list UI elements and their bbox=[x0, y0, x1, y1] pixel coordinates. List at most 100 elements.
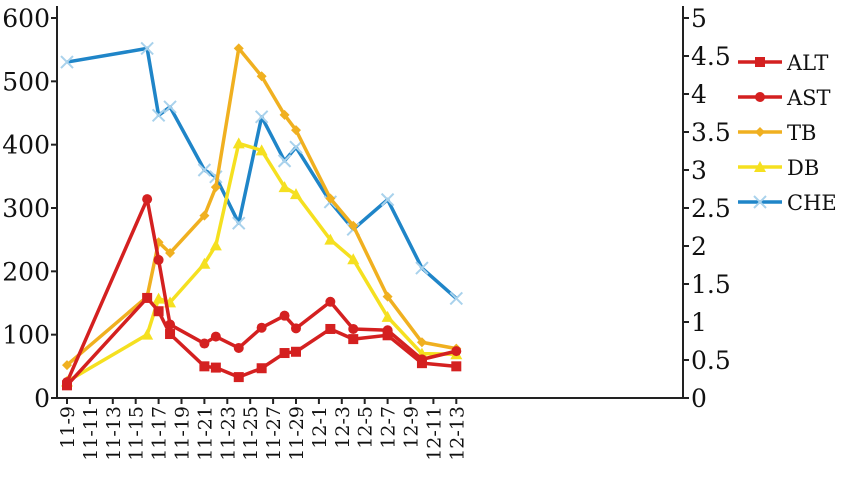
legend-item-db: DB bbox=[738, 156, 819, 180]
chart-series bbox=[60, 41, 464, 391]
db-point bbox=[347, 253, 360, 265]
tb-point bbox=[62, 360, 72, 371]
legend-label-alt: ALT bbox=[786, 51, 828, 75]
legend-label-che: CHE bbox=[787, 191, 837, 215]
right-tick-label: 5 bbox=[691, 4, 707, 33]
alt-point bbox=[416, 358, 427, 369]
left-tick-label: 400 bbox=[2, 131, 50, 160]
ast-line bbox=[65, 197, 457, 383]
tb-point bbox=[210, 182, 221, 193]
right-tick-label: 0.5 bbox=[691, 346, 731, 375]
ast-point bbox=[199, 338, 210, 349]
legend-marker-db bbox=[754, 161, 766, 172]
alt-point bbox=[382, 330, 393, 341]
che-line bbox=[66, 46, 458, 300]
tb-point bbox=[199, 210, 210, 221]
left-tick-label: 0 bbox=[34, 384, 50, 413]
x-tick-label: 12-7 bbox=[378, 406, 400, 449]
left-tick-label: 600 bbox=[2, 4, 50, 33]
tb-point bbox=[416, 337, 427, 348]
legend-item-che: CHE bbox=[738, 191, 837, 215]
ast-point bbox=[348, 323, 359, 334]
che-point bbox=[151, 108, 166, 122]
db-point bbox=[255, 144, 268, 156]
x-tick-label: 11-25 bbox=[240, 406, 262, 461]
alt-point bbox=[233, 372, 244, 383]
x-tick-label: 11-19 bbox=[172, 406, 194, 461]
legend-marker-alt bbox=[755, 57, 765, 67]
ast-point bbox=[256, 322, 267, 333]
tb-line bbox=[65, 46, 457, 367]
right-tick-label: 4.5 bbox=[691, 42, 731, 71]
series-ast bbox=[62, 194, 462, 388]
ast-point bbox=[142, 194, 153, 205]
series-che bbox=[60, 41, 464, 306]
x-tick-label: 12-9 bbox=[401, 406, 423, 449]
x-tick-label: 11-23 bbox=[217, 406, 239, 461]
ast-point bbox=[291, 323, 301, 334]
ast-point bbox=[153, 254, 164, 265]
ast-point bbox=[210, 331, 221, 342]
alt-point bbox=[153, 306, 164, 317]
series-tb bbox=[62, 43, 462, 371]
tb-point bbox=[279, 109, 290, 120]
alt-point bbox=[256, 363, 267, 374]
x-tick-label: 11-11 bbox=[80, 406, 102, 461]
ast-point bbox=[451, 346, 462, 357]
right-tick-label: 3.5 bbox=[691, 118, 731, 147]
db-point bbox=[324, 233, 337, 245]
legend-item-alt: ALT bbox=[738, 51, 828, 75]
che-point bbox=[140, 41, 154, 56]
tb-point bbox=[382, 291, 393, 302]
alt-point bbox=[142, 292, 153, 303]
tb-point bbox=[325, 193, 336, 204]
left-tick-label: 500 bbox=[2, 67, 50, 96]
right-tick-label: 3 bbox=[691, 156, 707, 185]
legend-marker-tb bbox=[755, 127, 765, 137]
alt-point bbox=[325, 323, 336, 334]
x-tick-label: 12-1 bbox=[309, 406, 331, 449]
che-point bbox=[60, 55, 74, 69]
x-tick-label: 12-5 bbox=[355, 406, 377, 449]
x-tick-label: 11-29 bbox=[286, 406, 308, 461]
db-point bbox=[209, 239, 222, 251]
db-point bbox=[152, 292, 165, 304]
db-point bbox=[198, 257, 211, 269]
alt-point bbox=[451, 361, 462, 372]
db-point bbox=[290, 188, 302, 200]
x-tick-label: 11-13 bbox=[103, 406, 125, 461]
series-alt bbox=[62, 292, 462, 391]
x-tick-label: 12-11 bbox=[423, 406, 445, 461]
alt-point bbox=[62, 380, 72, 391]
che-point bbox=[254, 110, 269, 124]
legend-marker-che bbox=[753, 195, 767, 209]
che-point bbox=[289, 140, 303, 154]
x-tick-label: 11-9 bbox=[57, 406, 79, 449]
che-point bbox=[232, 216, 246, 230]
db-point bbox=[141, 328, 154, 340]
tb-point bbox=[256, 71, 267, 82]
db-point bbox=[381, 310, 394, 322]
right-tick-label: 1.5 bbox=[691, 270, 731, 299]
legend-label-tb: TB bbox=[787, 121, 816, 145]
db-point bbox=[232, 137, 245, 149]
x-tick-label: 11-27 bbox=[263, 406, 285, 461]
ast-point bbox=[325, 296, 336, 307]
legend-item-tb: TB bbox=[738, 121, 816, 145]
right-tick-label: 0 bbox=[691, 384, 707, 413]
che-point bbox=[415, 261, 429, 275]
x-tick-label: 11-17 bbox=[149, 406, 171, 461]
che-point bbox=[197, 163, 212, 177]
right-tick-label: 4 bbox=[691, 80, 707, 109]
tb-point bbox=[165, 247, 176, 258]
tb-point bbox=[291, 125, 301, 136]
right-tick-label: 2.5 bbox=[691, 194, 731, 223]
legend-label-ast: AST bbox=[786, 86, 831, 110]
right-tick-label: 1 bbox=[691, 308, 707, 337]
che-point bbox=[380, 192, 395, 207]
che-point bbox=[163, 100, 177, 114]
alt-point bbox=[348, 334, 359, 345]
alt-point bbox=[165, 329, 176, 340]
che-point bbox=[277, 154, 292, 168]
